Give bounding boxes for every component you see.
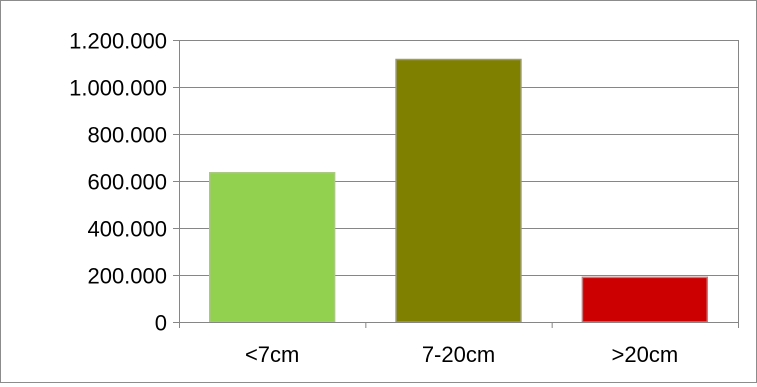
y-tick-label: 400.000	[87, 217, 167, 242]
y-tick-label: 800.000	[87, 123, 167, 148]
y-tick-label: 1.200.000	[69, 29, 167, 54]
tick-labels: 0 200.000 400.000 600.000 800.000 1.000.000 1.…	[69, 29, 678, 368]
x-tick-label: 7-20cm	[422, 342, 495, 367]
bar-1	[395, 58, 522, 323]
bars	[208, 58, 709, 323]
bar-0	[208, 172, 336, 323]
axes	[173, 40, 739, 328]
y-tick-label: 600.000	[87, 170, 167, 195]
y-tick-label: 200.000	[87, 264, 167, 289]
y-tick-label: 1.000.000	[69, 76, 167, 101]
bar-2	[581, 276, 709, 323]
x-tick-label: <7cm	[245, 342, 299, 367]
y-tick-label: 0	[155, 311, 167, 336]
x-tick-label: >20cm	[612, 342, 679, 367]
